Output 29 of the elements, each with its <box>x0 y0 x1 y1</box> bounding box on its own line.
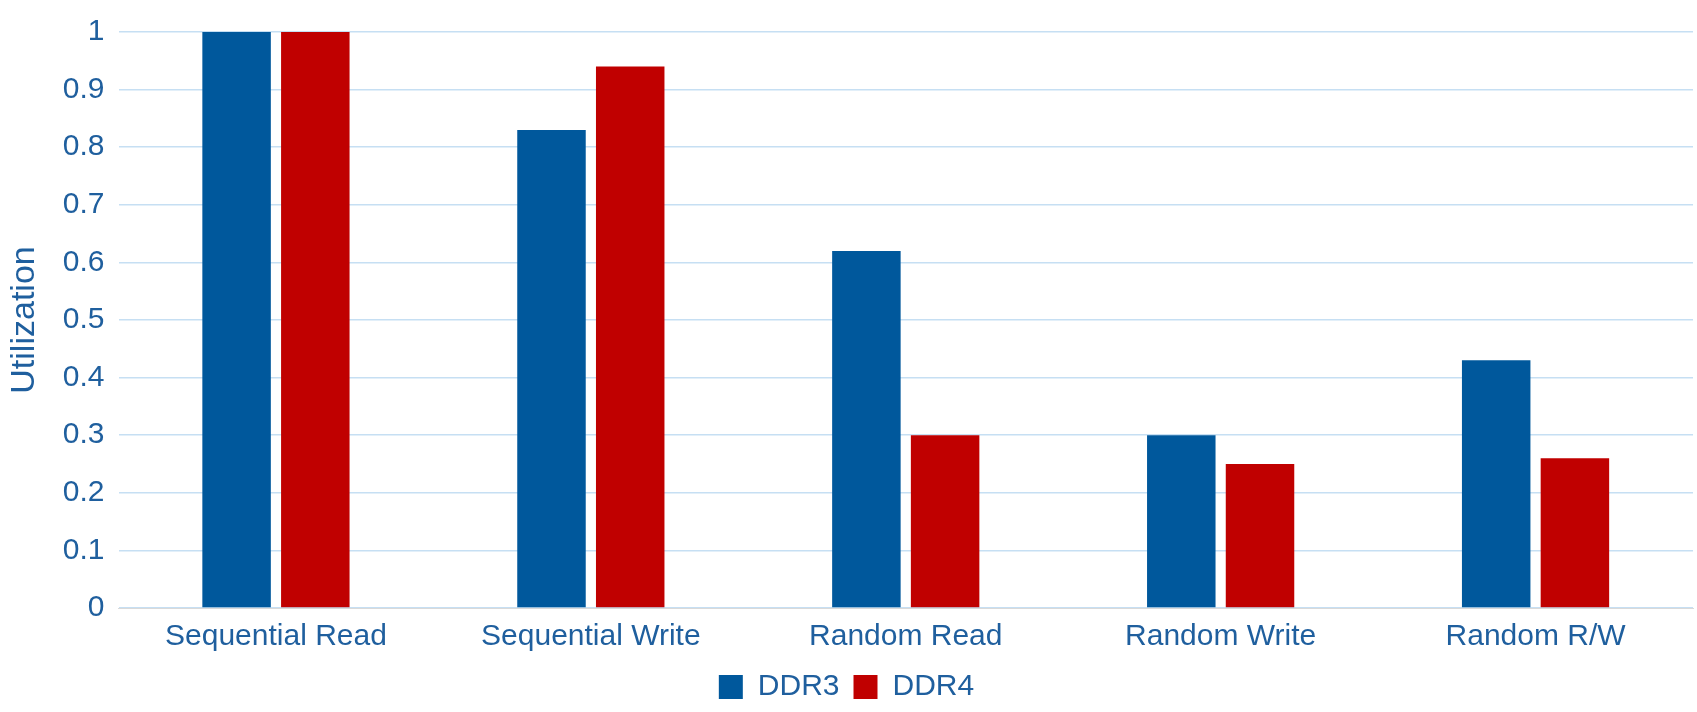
bar <box>202 32 271 608</box>
y-tick-label: 0.2 <box>62 474 105 508</box>
bar <box>910 435 980 608</box>
x-tick-label: Sequential Write <box>481 618 701 652</box>
x-tick-label: Random R/W <box>1445 618 1627 652</box>
y-tick-label: 0.3 <box>62 416 105 450</box>
bar <box>595 66 665 608</box>
legend-label: DDR3 <box>757 668 840 702</box>
bar <box>1540 458 1610 608</box>
y-tick-label: 1 <box>87 13 105 47</box>
legend-label: DDR4 <box>892 668 975 702</box>
x-tick-label: Random Write <box>1125 618 1317 652</box>
x-tick-label: Sequential Read <box>165 618 387 652</box>
y-axis-title: Utilization <box>2 246 41 394</box>
y-tick-label: 0.4 <box>62 358 105 392</box>
y-tick-label: 0.1 <box>62 531 105 565</box>
x-tick-label: Random Read <box>809 618 1003 652</box>
y-tick-label: 0.9 <box>62 70 105 104</box>
bar <box>1147 435 1216 608</box>
bar <box>1461 360 1531 608</box>
y-tick-label: 0.6 <box>62 243 105 277</box>
y-tick-label: 0.8 <box>62 128 105 162</box>
y-tick-label: 0.5 <box>62 301 105 335</box>
bar <box>832 250 901 608</box>
bar <box>1225 464 1295 608</box>
bar <box>517 129 586 608</box>
bar <box>281 32 350 608</box>
y-tick-label: 0 <box>87 589 105 623</box>
y-tick-label: 0.7 <box>62 186 105 220</box>
